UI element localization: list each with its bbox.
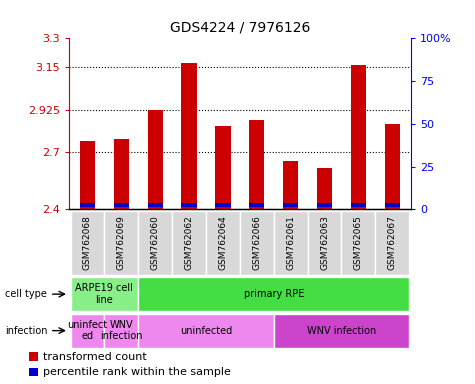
Bar [104, 314, 138, 348]
Bar [215, 203, 230, 207]
Text: GSM762069: GSM762069 [117, 215, 126, 270]
Bar [71, 211, 104, 275]
Bar [308, 211, 342, 275]
Bar [104, 211, 138, 275]
Bar [385, 203, 400, 207]
Bar [138, 314, 274, 348]
Text: primary RPE: primary RPE [244, 289, 304, 299]
Bar [80, 203, 95, 207]
Bar [342, 211, 375, 275]
Bar [351, 203, 366, 207]
Text: GSM762066: GSM762066 [252, 215, 261, 270]
Text: ARPE19 cell
line: ARPE19 cell line [76, 283, 133, 305]
Text: uninfect
ed: uninfect ed [67, 320, 107, 341]
Bar [240, 211, 274, 275]
Bar [317, 169, 332, 209]
Bar [181, 203, 197, 207]
Bar [148, 203, 163, 207]
Bar [215, 126, 230, 209]
Bar [249, 120, 265, 209]
Text: GSM762063: GSM762063 [320, 215, 329, 270]
Text: transformed count: transformed count [44, 352, 147, 362]
Text: cell type: cell type [5, 289, 47, 299]
Bar [283, 203, 298, 207]
Text: percentile rank within the sample: percentile rank within the sample [44, 367, 231, 377]
Text: GSM762064: GSM762064 [218, 215, 228, 270]
Bar [375, 211, 409, 275]
Text: GSM762062: GSM762062 [185, 215, 194, 270]
Bar [283, 161, 298, 209]
Bar [351, 65, 366, 209]
Text: WNV infection: WNV infection [307, 326, 376, 336]
Text: GSM762067: GSM762067 [388, 215, 397, 270]
Bar [71, 314, 104, 348]
Text: GSM762065: GSM762065 [354, 215, 363, 270]
Text: uninfected: uninfected [180, 326, 232, 336]
Bar [28, 352, 38, 361]
Bar [206, 211, 240, 275]
Text: GSM762061: GSM762061 [286, 215, 295, 270]
Bar [249, 203, 265, 207]
Bar [138, 211, 172, 275]
Bar [317, 203, 332, 207]
Bar [80, 141, 95, 209]
Bar [274, 211, 308, 275]
Text: WNV
infection: WNV infection [100, 320, 142, 341]
Title: GDS4224 / 7976126: GDS4224 / 7976126 [170, 20, 310, 35]
Bar [148, 109, 163, 209]
Text: infection: infection [5, 326, 47, 336]
Bar [28, 367, 38, 376]
Bar [71, 277, 138, 311]
Bar [385, 124, 400, 209]
Bar [138, 277, 409, 311]
Bar [181, 63, 197, 209]
Bar [114, 203, 129, 207]
Bar [172, 211, 206, 275]
Text: GSM762068: GSM762068 [83, 215, 92, 270]
Bar [114, 139, 129, 209]
Bar [274, 314, 409, 348]
Text: GSM762060: GSM762060 [151, 215, 160, 270]
